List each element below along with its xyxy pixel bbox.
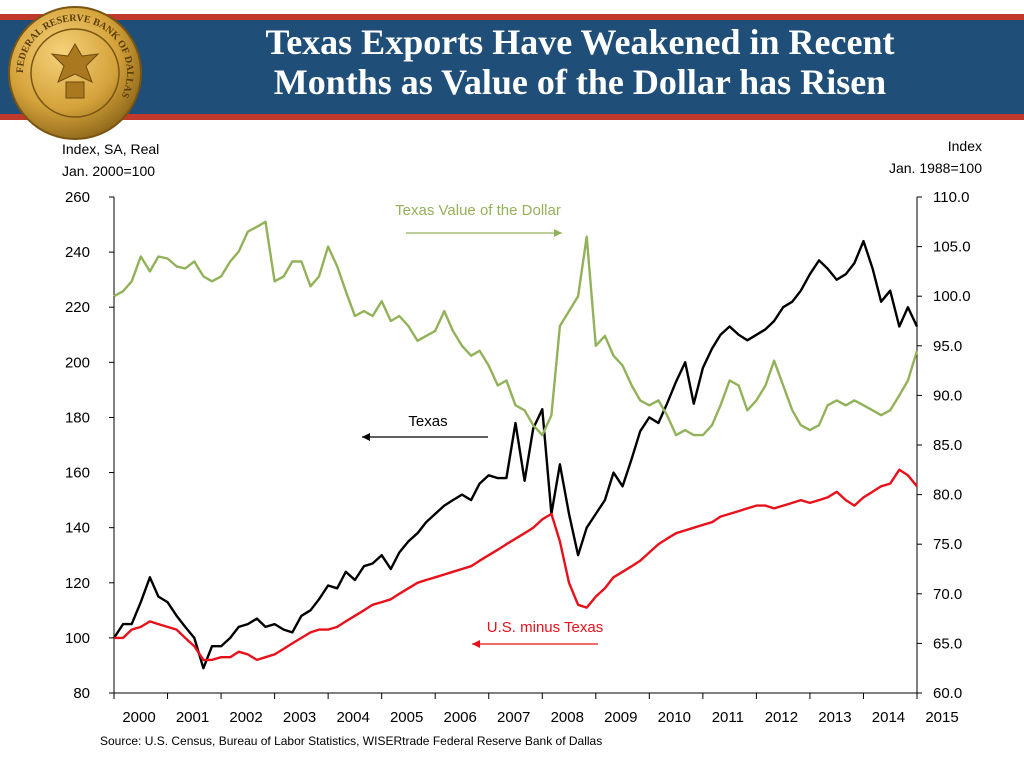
right-tick-label-8: 100.0 [933,288,971,305]
x-tick-label-12: 2012 [765,709,798,726]
series-line-u-s-minus-texas [114,468,918,662]
left-tick-label-6: 200 [65,354,90,371]
annotation-arrowhead-u-s-minus-texas [472,640,480,648]
right-axis-unit-line1: Index [947,138,982,154]
source-note: Source: U.S. Census, Bureau of Labor Sta… [100,734,603,748]
right-tick-label-1: 65.0 [933,635,962,652]
x-tick-label-14: 2014 [872,709,905,726]
right-tick-label-5: 85.0 [933,437,962,454]
x-tick-label-7: 2007 [497,709,530,726]
right-tick-label-4: 80.0 [933,487,962,504]
left-tick-label-0: 80 [73,685,90,702]
left-tick-label-7: 220 [65,299,90,316]
left-tick-label-4: 160 [65,465,90,482]
x-tick-label-3: 2003 [283,709,316,726]
left-tick-label-8: 240 [65,244,90,261]
left-axis-unit-line1: Index, SA, Real [62,141,160,157]
annotation-texas: Texas [408,413,447,430]
annotation-arrowhead-texas-value-of-the-dollar [554,229,562,237]
left-tick-label-9: 260 [65,189,90,206]
right-tick-label-7: 95.0 [933,338,962,355]
annotation-u-s-minus-texas: U.S. minus Texas [487,619,603,636]
title-line-2: Months as Value of the Dollar has Risen [273,62,887,102]
right-tick-label-2: 70.0 [933,586,962,603]
right-tick-label-9: 105.0 [933,239,971,256]
title-line-1: Texas Exports Have Weakened in Recent [265,22,895,62]
right-tick-label-3: 75.0 [933,536,962,553]
x-tick-label-1: 2001 [176,709,209,726]
right-tick-label-10: 110.0 [933,189,969,206]
x-tick-label-10: 2010 [658,709,691,726]
x-tick-label-6: 2006 [444,709,477,726]
annotation-texas-value-of-the-dollar: Texas Value of the Dollar [395,202,561,219]
x-tick-label-2: 2002 [229,709,262,726]
left-tick-label-3: 140 [65,520,90,537]
right-axis-unit: Index Jan. 1988=100 [889,135,982,179]
x-tick-label-8: 2008 [551,709,584,726]
page-title: Texas Exports Have Weakened in Recent Mo… [170,22,990,102]
series-line-texas [112,239,919,670]
right-tick-label-0: 60.0 [933,685,962,702]
title-banner [0,14,1024,120]
left-tick-label-1: 100 [65,630,90,647]
right-axis-unit-line2: Jan. 1988=100 [888,160,982,176]
left-tick-label-5: 180 [65,409,90,426]
right-tick-label-6: 90.0 [933,387,962,404]
x-tick-label-9: 2009 [604,709,637,726]
annotation-arrowhead-texas [362,433,370,441]
federal-reserve-seal-icon: FEDERAL RESERVE BANK OF DALLAS [8,6,142,140]
left-axis-unit: Index, SA, Real Jan. 2000=100 [62,138,159,182]
x-tick-label-0: 2000 [122,709,155,726]
banner-bottom-stripe [0,114,1024,120]
x-tick-label-4: 2004 [336,709,369,726]
x-tick-label-11: 2011 [712,709,744,726]
x-tick-label-5: 2005 [390,709,423,726]
x-tick-label-15: 2015 [925,709,958,726]
left-tick-label-2: 120 [65,575,90,592]
banner-top-stripe [0,14,1024,20]
series-line-texas-value-of-the-dollar [113,220,919,437]
left-axis-unit-line2: Jan. 2000=100 [62,163,156,179]
x-tick-label-13: 2013 [818,709,851,726]
